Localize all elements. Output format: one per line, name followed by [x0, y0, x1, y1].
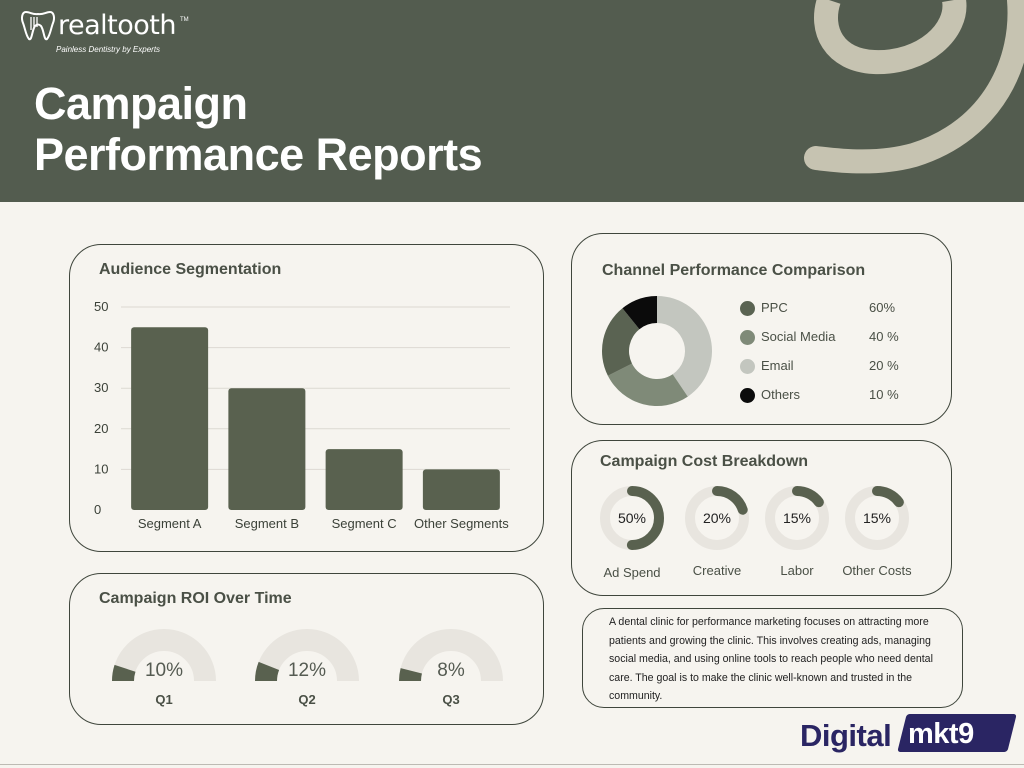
bar-segment-a	[131, 327, 209, 510]
cost-gauge-ad-spend: 50%	[600, 486, 664, 550]
cost-gauge-label: Creative	[692, 563, 742, 578]
gauge-value: 10%	[145, 660, 183, 681]
y-tick-label: 20	[94, 421, 108, 436]
gauge-track	[112, 629, 216, 682]
footer-divider	[0, 764, 1024, 765]
gauge-track	[399, 629, 503, 682]
gauge-track	[255, 629, 359, 682]
gauge-fill	[255, 661, 280, 682]
roi-gauge-label: Q2	[298, 692, 316, 707]
cost-gauge-label: Ad Spend	[603, 565, 661, 580]
audience-segmentation-title: Audience Segmentation	[99, 261, 282, 278]
y-tick-label: 10	[94, 461, 108, 476]
cost-breakdown-card: Campaign Cost Breakdown 50% Ad Spend 20% Cr…	[571, 440, 952, 596]
agency-name-part1: Digital	[800, 718, 892, 753]
x-tick-label: Segment C	[332, 516, 397, 531]
logo-name: realtooth	[58, 10, 177, 41]
decorative-swirl	[804, 0, 1024, 174]
roi-card: Campaign ROI Over Time 10% Q1 12% Q2 8% Q3	[69, 573, 544, 725]
logo-trademark: TM	[180, 17, 189, 23]
gauge-fill	[399, 668, 423, 682]
roi-gauge-label: Q3	[442, 692, 460, 707]
gauge-value: 15%	[783, 510, 811, 526]
x-tick-label: Segment A	[138, 516, 202, 531]
description-text: A dental clinic for performance marketin…	[609, 616, 933, 702]
roi-gauge-q2: 12%	[255, 629, 359, 682]
gauge-value: 8%	[437, 660, 465, 681]
legend-swatch	[740, 330, 755, 345]
x-tick-label: Other Segments	[414, 516, 509, 531]
cost-gauge-labor: 15%	[765, 486, 829, 550]
y-tick-label: 40	[94, 340, 108, 355]
channel-donut-chart	[602, 296, 712, 406]
bar-segment-c	[325, 449, 403, 510]
y-tick-label: 0	[94, 502, 101, 517]
x-tick-label: Segment B	[235, 516, 299, 531]
audience-segmentation-card: Audience Segmentation 0 10 20 30 40 50 Segment…	[69, 244, 544, 552]
cost-breakdown-title: Campaign Cost Breakdown	[600, 453, 809, 470]
y-tick-label: 50	[94, 299, 108, 314]
channel-performance-card: Channel Performance Comparison PPC 60% Soc…	[571, 233, 952, 425]
gauge-fill	[112, 664, 136, 682]
legend-label: Others	[761, 387, 801, 402]
legend-value: 20 %	[869, 358, 899, 373]
legend-label: Social Media	[761, 329, 836, 344]
gauge-fill	[685, 486, 749, 550]
logo-tagline: Painless Dentistry by Experts	[56, 45, 161, 54]
bar-other-segments	[422, 469, 500, 510]
legend-label: Email	[761, 358, 794, 373]
legend-swatch	[740, 388, 755, 403]
cost-gauge-other-costs: 15%	[845, 486, 909, 550]
gauge-fill	[600, 486, 664, 550]
legend-value: 60%	[869, 300, 896, 315]
cost-gauge-label: Labor	[780, 563, 814, 578]
channel-performance-title: Channel Performance Comparison	[602, 262, 866, 279]
page-title: Campaign Performance Reports	[34, 78, 483, 180]
roi-gauge-label: Q1	[155, 692, 173, 707]
legend-label: PPC	[761, 300, 788, 315]
header-banner: realtooth TM Painless Dentistry by Exper…	[0, 0, 1024, 202]
cost-gauge-creative: 20%	[685, 486, 749, 550]
donut-slice-email	[602, 308, 640, 376]
agency-name-part2: mkt9	[908, 718, 974, 750]
gauge-value: 20%	[703, 510, 731, 526]
roi-gauge-q3: 8%	[399, 629, 503, 682]
gauge-fill	[765, 486, 829, 550]
donut-slice-others	[622, 296, 657, 330]
gauge-value: 50%	[618, 510, 646, 526]
gauge-value: 15%	[863, 510, 891, 526]
donut-slice-ppc	[657, 296, 712, 397]
cost-gauge-label: Other Costs	[842, 563, 912, 578]
legend-value: 10 %	[869, 387, 899, 402]
audience-bar-chart: 0 10 20 30 40 50 Segment A Segment B Segment C Ot…	[94, 299, 510, 531]
page-title-line1: Campaign	[34, 78, 248, 129]
description-box: A dental clinic for performance marketin…	[582, 608, 963, 708]
y-tick-label: 30	[94, 380, 108, 395]
legend-value: 40 %	[869, 329, 899, 344]
tooth-icon	[21, 10, 55, 41]
bar-segment-b	[228, 388, 306, 510]
legend-swatch	[740, 301, 755, 316]
gauge-value: 12%	[288, 660, 326, 681]
legend-swatch	[740, 359, 755, 374]
gauge-fill	[845, 486, 909, 550]
roi-title: Campaign ROI Over Time	[99, 590, 292, 607]
page-title-line2: Performance Reports	[34, 129, 483, 180]
roi-gauge-q1: 10%	[112, 629, 216, 682]
donut-slice-social-media	[607, 363, 688, 406]
